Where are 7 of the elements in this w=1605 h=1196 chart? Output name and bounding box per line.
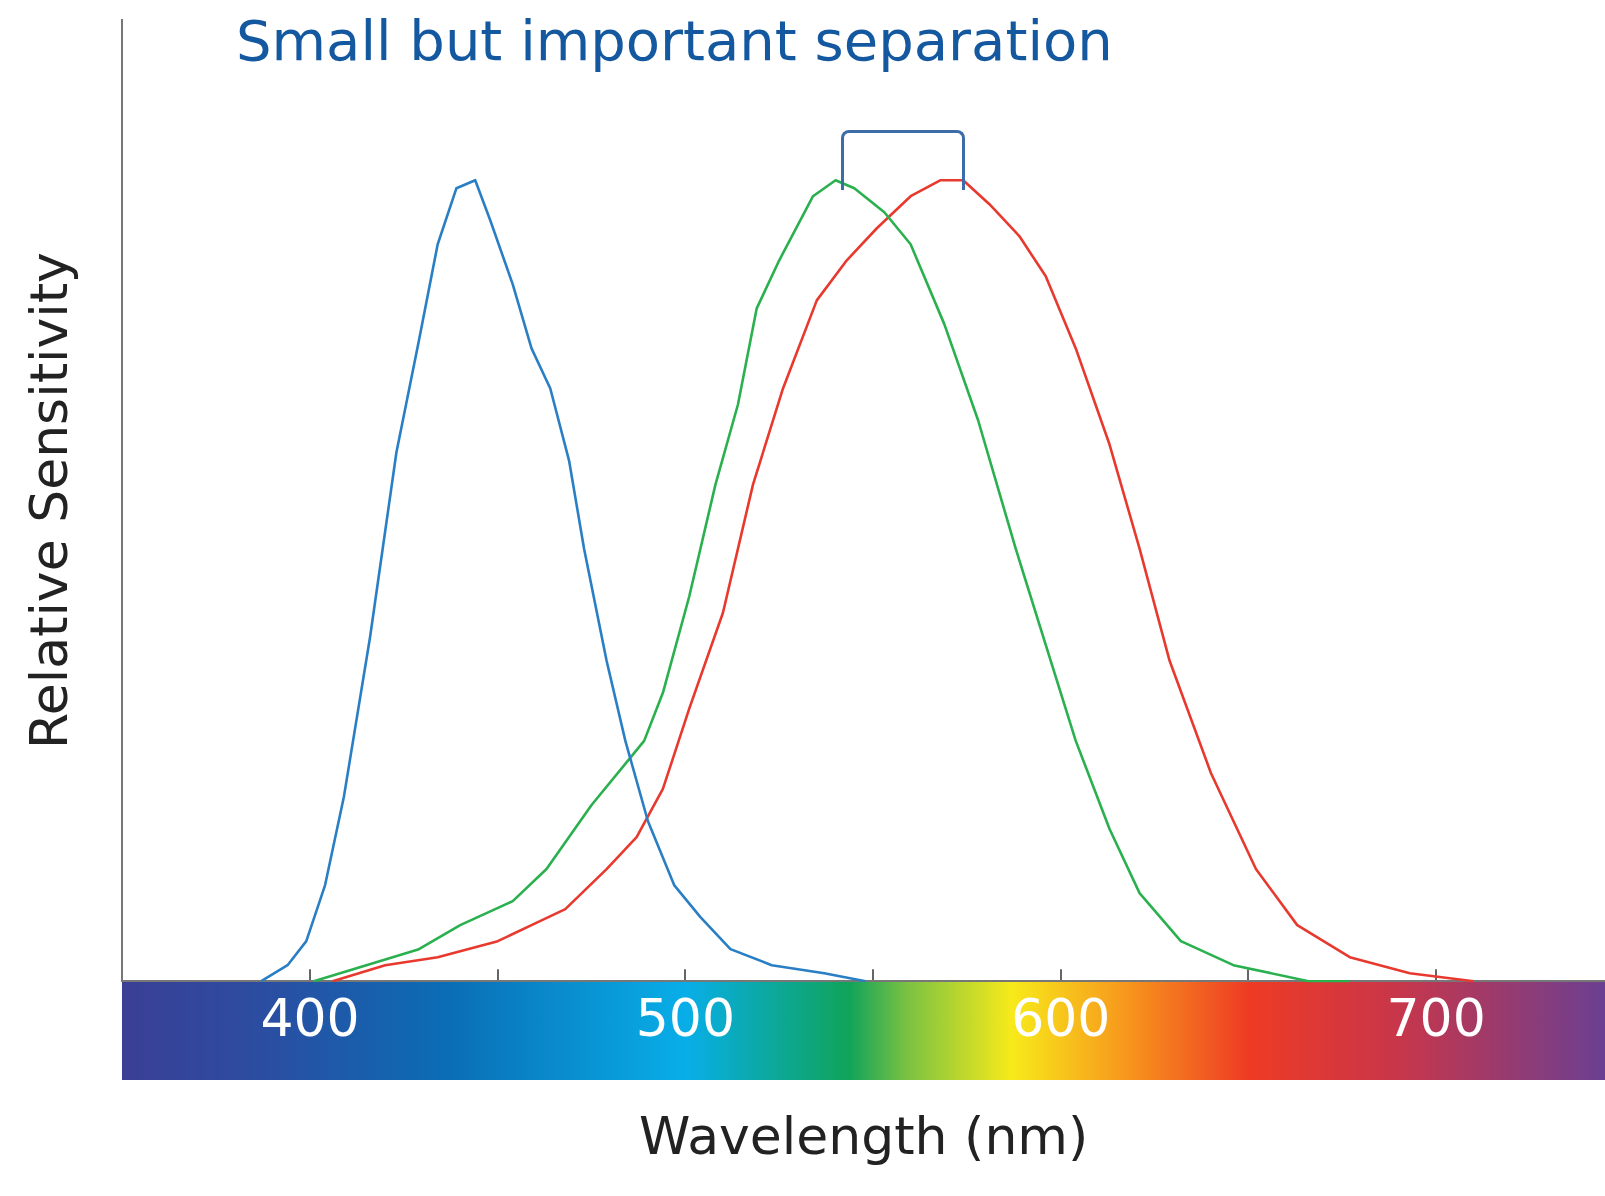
x-tick-label: 700 [1386, 987, 1486, 1048]
y-axis-title: Relative Sensitivity [18, 252, 79, 750]
x-axis-title: Wavelength (nm) [639, 1106, 1089, 1167]
x-tick-label: 500 [635, 987, 736, 1048]
x-tick-label: 400 [260, 987, 360, 1048]
chart-title: Small but important separation [236, 8, 1113, 73]
x-tick-label: 600 [1011, 987, 1111, 1048]
